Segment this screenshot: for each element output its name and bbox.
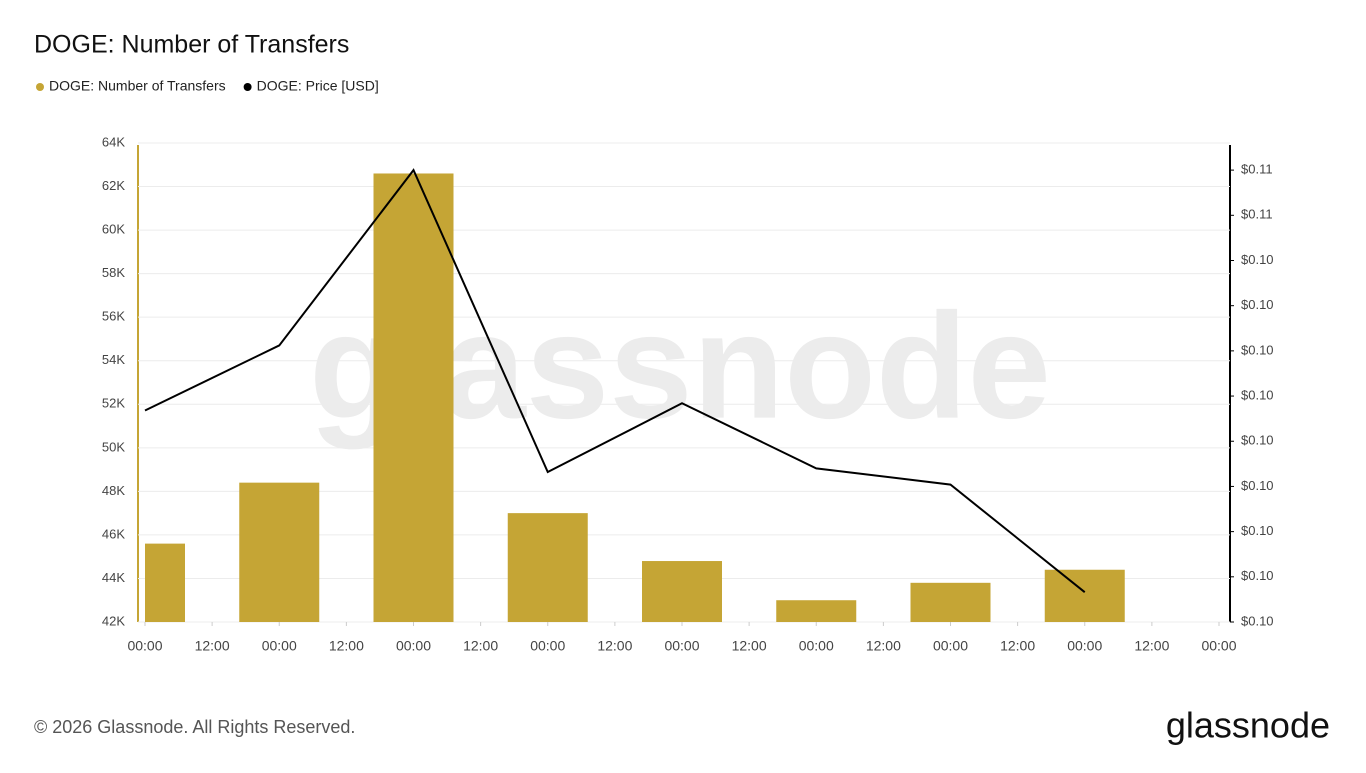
plot-area	[145, 173, 1125, 622]
bar	[776, 600, 857, 622]
y-tick-label: 50K	[102, 439, 125, 454]
y-tick-label: 58K	[102, 265, 125, 280]
y2-tick-label: $0.10	[1241, 478, 1274, 493]
x-tick-label: 12:00	[866, 638, 901, 654]
chart-title: DOGE: Number of Transfers	[34, 31, 349, 59]
y-tick-label: 46K	[102, 526, 125, 541]
bar	[145, 543, 185, 622]
y-tick-label: 64K	[102, 134, 125, 149]
y2-tick-label: $0.10	[1241, 613, 1274, 628]
bar	[642, 561, 722, 622]
y2-tick-label: $0.10	[1241, 433, 1274, 448]
y-tick-label: 56K	[102, 309, 125, 324]
footer: © 2026 Glassnode. All Rights Reserved.	[34, 717, 355, 737]
y-tick-label: 60K	[102, 222, 125, 237]
y-tick-label: 62K	[102, 178, 125, 193]
x-tick-label: 12:00	[195, 638, 230, 654]
x-tick-label: 12:00	[597, 638, 632, 654]
price-line	[144, 168, 1086, 593]
x-tick-label: 00:00	[1067, 638, 1102, 654]
bar	[373, 173, 454, 622]
y-tick-label: 44K	[102, 570, 125, 585]
y-tick-label: 48K	[102, 483, 125, 498]
x-tick-label: 00:00	[262, 638, 297, 654]
y2-tick-label: $0.10	[1241, 523, 1274, 538]
y2-tick-label: $0.10	[1241, 568, 1274, 583]
x-tick-label: 00:00	[127, 638, 162, 654]
x-tick-label: 00:00	[933, 638, 968, 654]
y-tick-label: 54K	[102, 352, 125, 367]
x-tick-label: 00:00	[530, 638, 565, 654]
legend-label: DOGE: Number of Transfers	[49, 78, 226, 94]
x-tick-label: 12:00	[732, 638, 767, 654]
x-tick-label: 12:00	[329, 638, 364, 654]
x-tick-label: 00:00	[799, 638, 834, 654]
y2-tick-label: $0.10	[1241, 342, 1274, 357]
y2-tick-label: $0.10	[1241, 252, 1274, 267]
x-tick-label: 00:00	[396, 638, 431, 654]
x-tick-label: 12:00	[1134, 638, 1169, 654]
bar	[1044, 569, 1125, 622]
y-tick-label: 52K	[102, 396, 125, 411]
legend-marker	[243, 83, 252, 91]
x-tick-label: 00:00	[664, 638, 699, 654]
x-tick-label: 12:00	[463, 638, 498, 654]
y2-tick-label: $0.11	[1241, 207, 1273, 222]
logo: glassnode	[1166, 705, 1330, 746]
y-tick-label: 42K	[102, 613, 125, 628]
y2-tick-label: $0.10	[1241, 297, 1274, 312]
y2-tick-label: $0.11	[1241, 162, 1273, 177]
x-tick-label: 00:00	[1201, 638, 1236, 654]
legend-marker	[36, 83, 44, 91]
y2-tick-label: $0.10	[1241, 387, 1274, 402]
legend-label: DOGE: Price [USD]	[257, 78, 379, 94]
x-tick-label: 12:00	[1000, 638, 1035, 654]
bar	[910, 582, 991, 622]
bar	[239, 482, 320, 622]
bar	[507, 513, 588, 622]
